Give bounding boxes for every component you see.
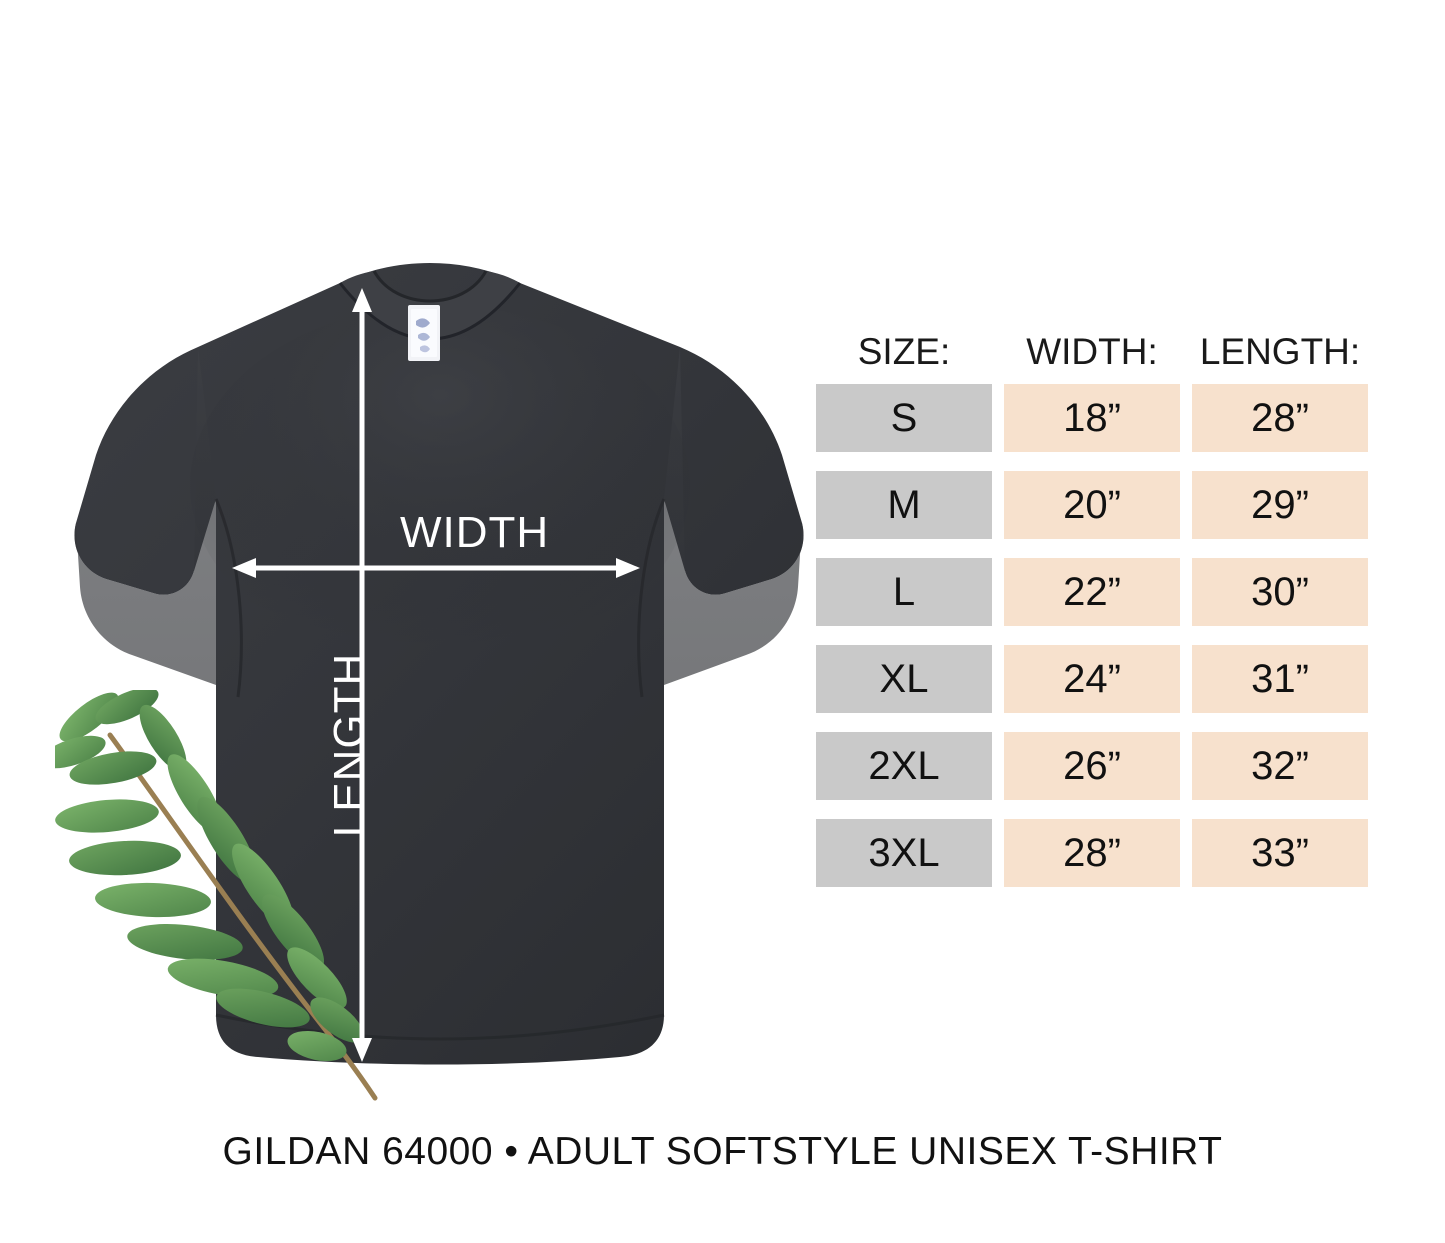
table-row: S 18” 28”	[816, 384, 1368, 452]
cell-gap	[1180, 819, 1192, 887]
table-row: M 20” 29”	[816, 471, 1368, 539]
cell-size: L	[816, 558, 992, 626]
cell-width: 20”	[1004, 471, 1180, 539]
cell-gap	[992, 558, 1004, 626]
cell-gap	[1180, 384, 1192, 452]
length-measurement-label: LENGTH	[325, 652, 375, 838]
cell-length: 32”	[1192, 732, 1368, 800]
leaflet-group-right	[139, 704, 364, 1062]
table-row: 2XL 26” 32”	[816, 732, 1368, 800]
cell-gap	[992, 645, 1004, 713]
cell-width: 22”	[1004, 558, 1180, 626]
table-row: L 22” 30”	[816, 558, 1368, 626]
leaflet-group-left	[40, 687, 310, 1028]
cell-length: 31”	[1192, 645, 1368, 713]
table-row: 3XL 28” 33”	[816, 819, 1368, 887]
cell-length: 33”	[1192, 819, 1368, 887]
cell-width: 26”	[1004, 732, 1180, 800]
column-header-size: SIZE:	[857, 331, 951, 372]
column-header-length: LENGTH:	[1199, 331, 1361, 372]
cell-length: 29”	[1192, 471, 1368, 539]
cell-size: M	[816, 471, 992, 539]
cell-size: XL	[816, 645, 992, 713]
tshirt-right-sleeve-shading	[664, 347, 804, 685]
cell-length: 30”	[1192, 558, 1368, 626]
neck-label	[408, 305, 440, 361]
product-caption: GILDAN 64000 • ADULT SOFTSTYLE UNISEX T-…	[222, 1130, 1223, 1173]
cell-gap	[992, 471, 1004, 539]
size-chart-header-row: SIZE: WIDTH: LENGTH:	[816, 326, 1368, 370]
table-row: XL 24” 31”	[816, 645, 1368, 713]
pinnate-leaf-branch-icon	[40, 687, 378, 1101]
cell-length: 28”	[1192, 384, 1368, 452]
cell-gap	[1180, 471, 1192, 539]
cell-gap	[992, 819, 1004, 887]
cell-gap	[992, 732, 1004, 800]
cell-gap	[1180, 558, 1192, 626]
column-header-width: WIDTH:	[1026, 331, 1158, 372]
cell-gap	[1180, 645, 1192, 713]
cell-gap	[1180, 732, 1192, 800]
cell-size: 2XL	[816, 732, 992, 800]
cell-width: 28”	[1004, 819, 1180, 887]
tshirt-collar-inner-line	[372, 270, 488, 303]
cell-width: 18”	[1004, 384, 1180, 452]
cell-width: 24”	[1004, 645, 1180, 713]
width-measurement-label: WIDTH	[400, 508, 550, 557]
tshirt-left-sleeve-shading	[74, 347, 216, 685]
size-chart-table: SIZE: WIDTH: LENGTH: S 18” 28” M 20” 29”…	[816, 326, 1368, 906]
leaf-stem	[107, 732, 378, 1101]
leaf-branch-decoration	[40, 687, 415, 1110]
tshirt-highlight	[190, 305, 690, 665]
cell-size: 3XL	[816, 819, 992, 887]
cell-size: S	[816, 384, 992, 452]
cell-gap	[992, 384, 1004, 452]
